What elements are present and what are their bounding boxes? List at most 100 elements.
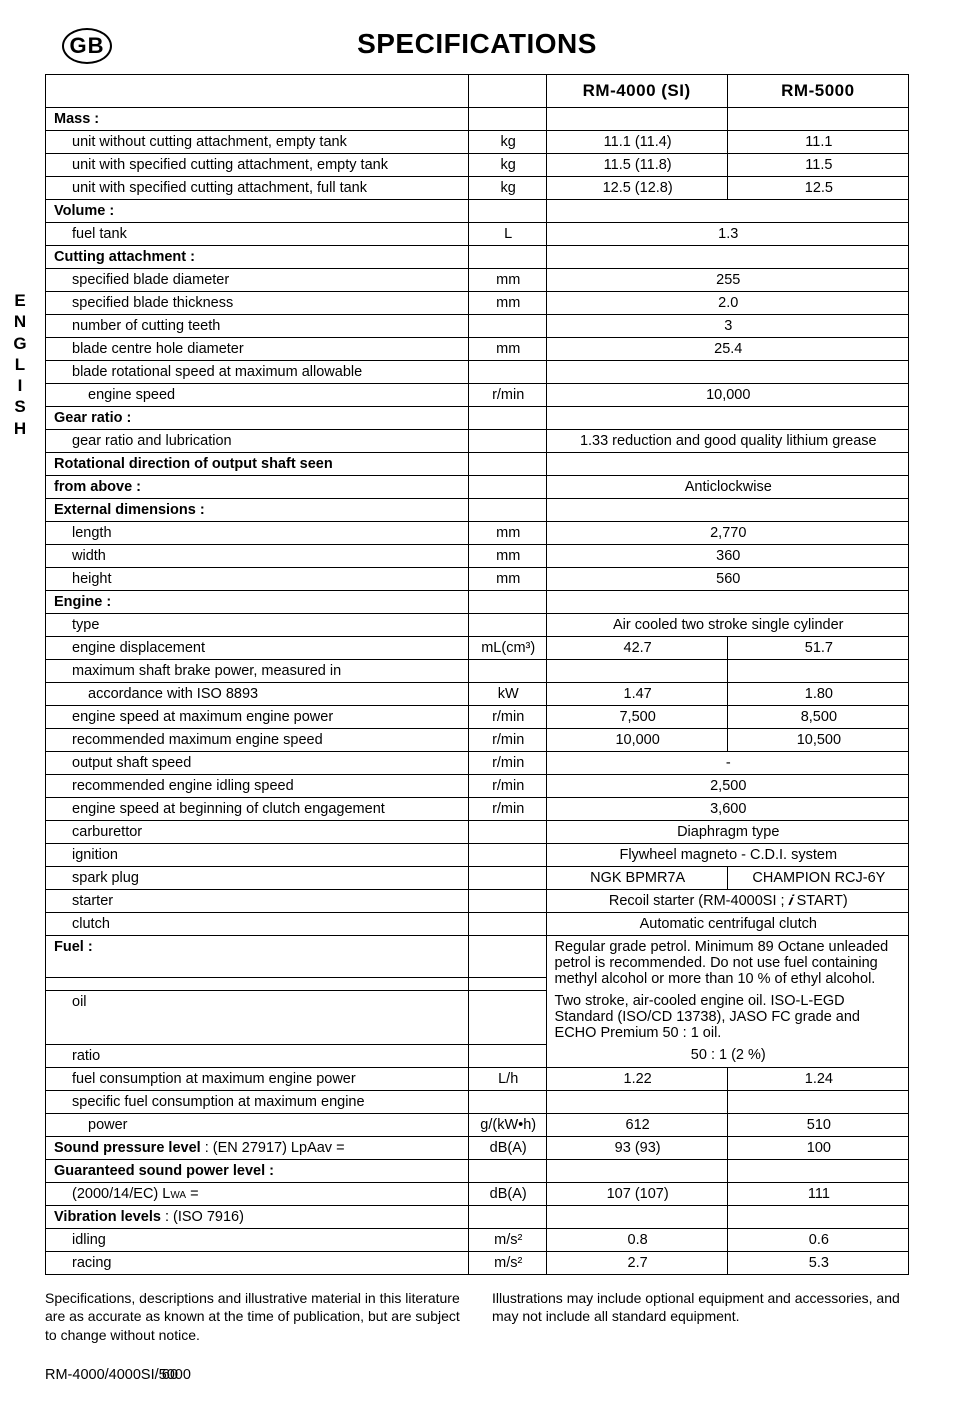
engine-heading: Engine : — [54, 594, 111, 610]
engine-clutch-unit: r/min — [468, 798, 546, 821]
fuel-heading: Fuel : — [54, 939, 93, 955]
engine-starter-label: starter — [54, 893, 462, 909]
engine-recmax-unit: r/min — [468, 729, 546, 752]
extdim-row-unit: mm — [468, 568, 546, 591]
engine-brake-label-l1: maximum shaft brake power, measured in — [54, 663, 462, 679]
engine-disp-m2: 51.7 — [727, 637, 908, 660]
side-tab-letter: E — [10, 290, 30, 311]
cutting-row-unit: mm — [468, 292, 546, 315]
side-tab-letter: S — [10, 396, 30, 417]
side-tab-letter: G — [10, 333, 30, 354]
engine-type-label: type — [54, 617, 462, 633]
engine-disp-unit: mL(cm³) — [468, 637, 546, 660]
sound-pressure-suffix: : (EN 27917) LpAav = — [201, 1140, 345, 1156]
extdim-row-label: width — [54, 548, 462, 564]
mass-row-label: unit without cutting attachment, empty t… — [54, 134, 462, 150]
fuel-oil-label: oil — [54, 994, 462, 1010]
extdim-row-label: height — [54, 571, 462, 587]
engine-clutchtype-value: Automatic centrifugal clutch — [546, 913, 908, 936]
mass-row-unit: kg — [468, 177, 546, 200]
cutting-row-label: number of cutting teeth — [54, 318, 462, 334]
starter-prefix: Recoil starter (RM-4000SI ; — [609, 893, 789, 909]
side-tab-letter: N — [10, 311, 30, 332]
extdim-row-unit: mm — [468, 522, 546, 545]
extdim-row-unit: mm — [468, 545, 546, 568]
extdim-row-value: 2,770 — [546, 522, 908, 545]
specifications-table: RM-4000 (SI) RM-5000 Mass : unit without… — [45, 74, 909, 1275]
side-language-tab: E N G L I S H — [10, 290, 30, 439]
mass-row-m1: 11.1 (11.4) — [546, 131, 727, 154]
engine-idle-label: recommended engine idling speed — [54, 778, 462, 794]
sound-pressure-m1: 93 (93) — [546, 1136, 727, 1159]
volume-value: 1.3 — [546, 223, 908, 246]
mass-heading: Mass : — [54, 111, 99, 127]
cutting-row-value: 3 — [546, 315, 908, 338]
engine-brake-unit: kW — [468, 683, 546, 706]
engine-recmax-m2: 10,500 — [727, 729, 908, 752]
engine-outshaft-label: output shaft speed — [54, 755, 462, 771]
cutting-row-value: 25.4 — [546, 338, 908, 361]
fuel-sfc-unit: g/(kW•h) — [468, 1113, 546, 1136]
page-title: SPECIFICATIONS — [45, 28, 909, 60]
fuel-fcmax-label: fuel consumption at maximum engine power — [54, 1071, 462, 1087]
rotdir-value: Anticlockwise — [546, 476, 908, 499]
cutting-row-value: 10,000 — [546, 384, 908, 407]
vibration-row-label: racing — [54, 1255, 462, 1271]
vibration-row-unit: m/s² — [468, 1228, 546, 1251]
extdim-row-label: length — [54, 525, 462, 541]
side-tab-letter: H — [10, 418, 30, 439]
mass-row-unit: kg — [468, 131, 546, 154]
fuel-ratio-value: 50 : 1 (2 %) — [546, 1044, 908, 1067]
vibration-row-m2: 0.6 — [727, 1228, 908, 1251]
engine-disp-m1: 42.7 — [546, 637, 727, 660]
fuel-fcmax-m1: 1.22 — [546, 1067, 727, 1090]
engine-spark-label: spark plug — [54, 870, 462, 886]
fuel-sfc-label-l2: power — [54, 1117, 462, 1133]
engine-maxpow-m1: 7,500 — [546, 706, 727, 729]
extdim-row-value: 360 — [546, 545, 908, 568]
cutting-row-label: blade rotational speed at maximum allowa… — [54, 364, 462, 380]
vibration-row-unit: m/s² — [468, 1251, 546, 1274]
gear-value: 1.33 reduction and good quality lithium … — [546, 430, 908, 453]
engine-brake-m2: 1.80 — [727, 683, 908, 706]
sound-power-m1: 107 (107) — [546, 1182, 727, 1205]
sound-power-prefix: (2000/14/EC) L — [72, 1186, 170, 1202]
mass-row-m2: 11.1 — [727, 131, 908, 154]
side-tab-letter: L — [10, 354, 30, 375]
engine-disp-label: engine displacement — [54, 640, 462, 656]
vibration-row-label: idling — [54, 1232, 462, 1248]
engine-idle-unit: r/min — [468, 775, 546, 798]
engine-maxpow-label: engine speed at maximum engine power — [54, 709, 462, 725]
volume-unit: L — [468, 223, 546, 246]
sound-power-sub: WA — [170, 1190, 186, 1201]
model-header-2: RM-5000 — [727, 75, 908, 108]
rotdir-heading-l2: from above : — [54, 479, 141, 495]
sound-power-label: (2000/14/EC) LWA = — [54, 1186, 462, 1202]
vibration-row-m1: 0.8 — [546, 1228, 727, 1251]
engine-carb-value: Diaphragm type — [546, 821, 908, 844]
sound-pressure-m2: 100 — [727, 1136, 908, 1159]
mass-row-label: unit with specified cutting attachment, … — [54, 157, 462, 173]
cutting-row-unit — [468, 315, 546, 338]
engine-spark-m1: NGK BPMR7A — [546, 867, 727, 890]
vibration-row-m2: 5.3 — [727, 1251, 908, 1274]
volume-label: fuel tank — [54, 226, 462, 242]
side-tab-letter: I — [10, 375, 30, 396]
engine-starter-value: Recoil starter (RM-4000SI ; i START) — [546, 890, 908, 913]
mass-row-m1: 12.5 (12.8) — [546, 177, 727, 200]
vibration-row-m1: 2.7 — [546, 1251, 727, 1274]
engine-clutch-label: engine speed at beginning of clutch enga… — [54, 801, 462, 817]
engine-clutch-value: 3,600 — [546, 798, 908, 821]
fuel-fcmax-m2: 1.24 — [727, 1067, 908, 1090]
extdim-heading: External dimensions : — [54, 502, 205, 518]
footnote-right: Illustrations may include optional equip… — [492, 1289, 909, 1346]
fuel-sfc-m2: 510 — [727, 1113, 908, 1136]
cutting-row-label: engine speed — [54, 387, 462, 403]
volume-heading: Volume : — [54, 203, 114, 219]
engine-maxpow-unit: r/min — [468, 706, 546, 729]
vibration-heading-suffix: : (ISO 7916) — [161, 1209, 244, 1225]
starter-suffix: START) — [793, 893, 848, 909]
mass-row-unit: kg — [468, 154, 546, 177]
gear-label: gear ratio and lubrication — [54, 433, 462, 449]
cutting-row-value: 2.0 — [546, 292, 908, 315]
